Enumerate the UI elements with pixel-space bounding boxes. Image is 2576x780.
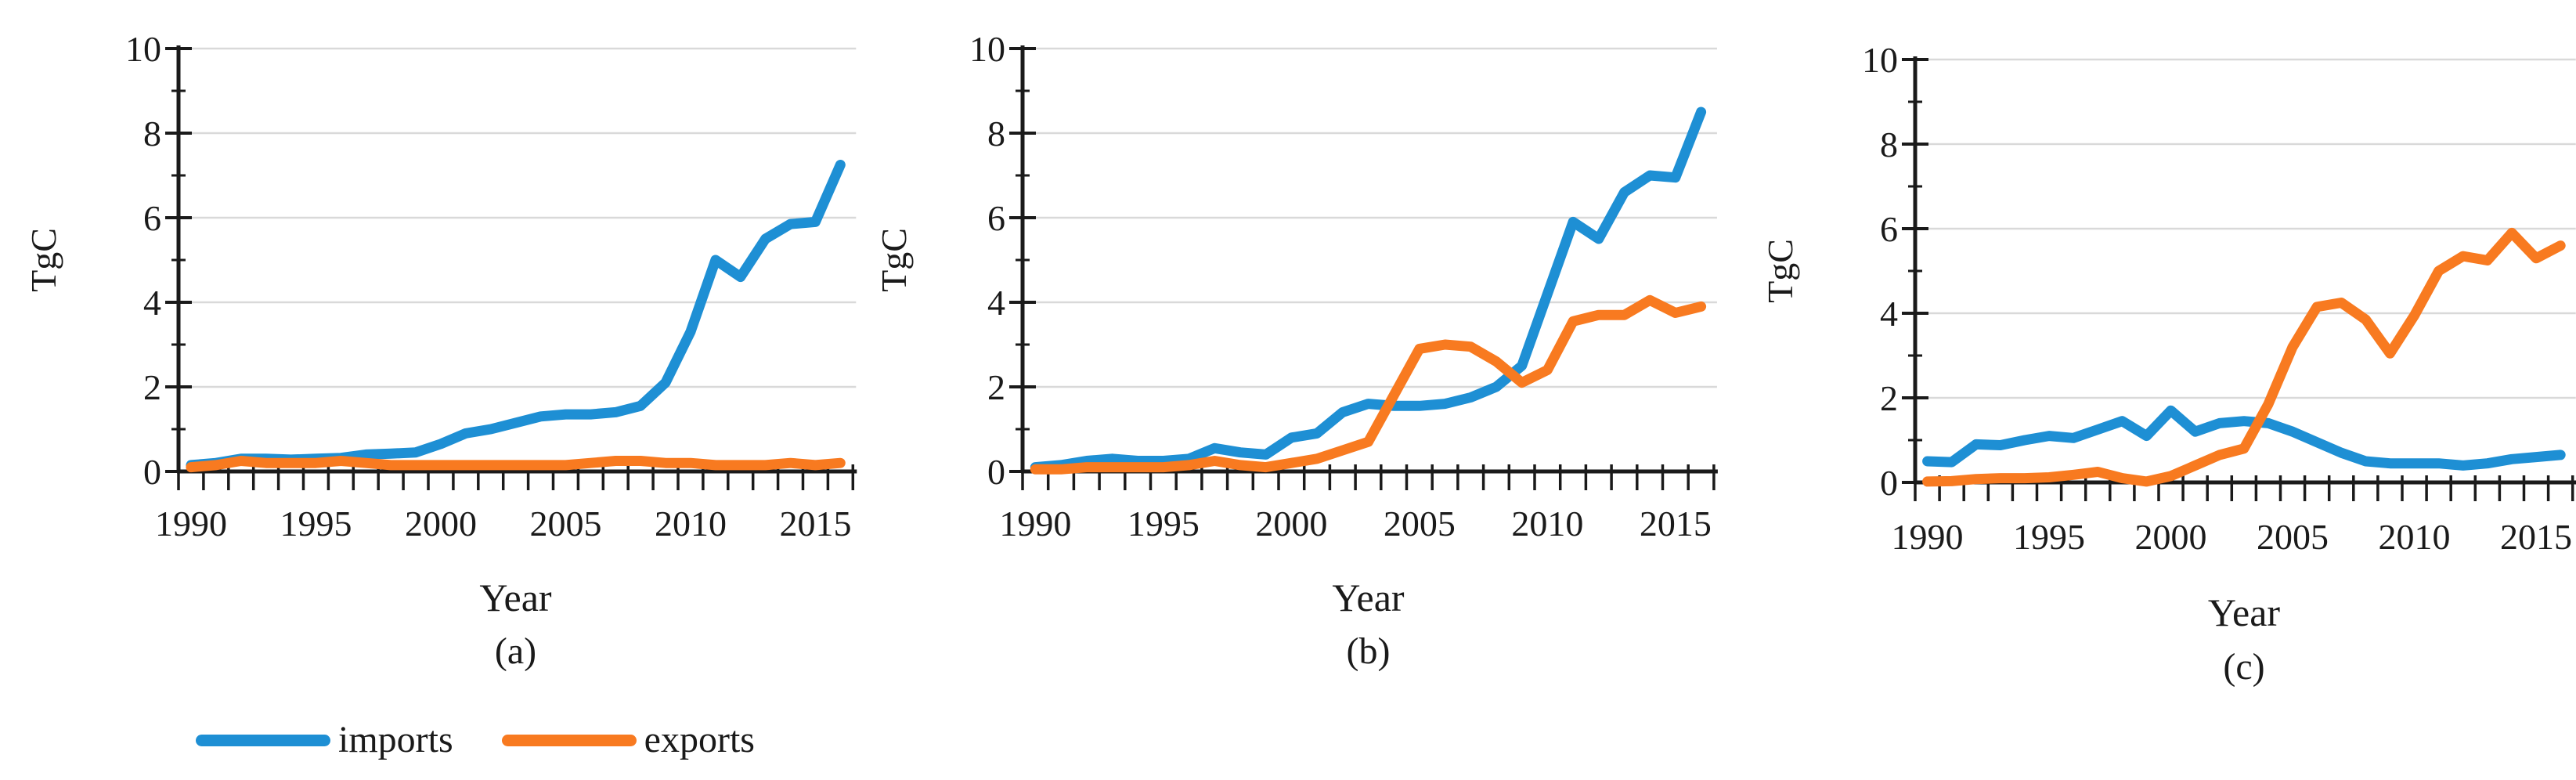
imports-line-swatch [196, 734, 330, 746]
svg-text:2010: 2010 [1511, 504, 1583, 543]
svg-text:2010: 2010 [2379, 517, 2451, 557]
x-axis-title-a: Year [479, 576, 552, 619]
svg-text:1990: 1990 [155, 504, 227, 543]
svg-text:1995: 1995 [1127, 504, 1200, 543]
y-axis-title-b: TgC [874, 228, 914, 292]
panel-caption-a: (a) [494, 630, 537, 672]
svg-text:2: 2 [143, 367, 161, 407]
svg-text:10: 10 [1862, 40, 1898, 80]
legend-item-exports: exports [501, 714, 755, 766]
svg-text:1995: 1995 [2013, 517, 2085, 557]
svg-text:2005: 2005 [1384, 504, 1456, 543]
svg-text:2015: 2015 [2500, 517, 2572, 557]
line-plot-c: 0 2 4 6 8 10 1990 1995 2000 2005 2010 2015 [1862, 40, 2576, 557]
svg-text:0: 0 [143, 452, 161, 492]
chart-panel-b: 0 2 4 6 8 10 1990 1995 2000 2005 2010 2015 TgC Year… [861, 0, 1723, 780]
svg-text:4: 4 [987, 283, 1005, 323]
svg-text:8: 8 [987, 114, 1005, 153]
svg-text:8: 8 [143, 114, 161, 153]
panel-caption-c: (c) [2223, 646, 2265, 688]
x-axis-title-b: Year [1332, 576, 1405, 619]
chart-panel-a: 0 2 4 6 8 10 1990 1995 2000 2005 2010 2015 TgC Year… [0, 0, 861, 780]
svg-text:2000: 2000 [1255, 504, 1327, 543]
y-axis-title-c: TgC [1760, 239, 1800, 303]
svg-text:1990: 1990 [1892, 517, 1964, 557]
legend-item-imports: imports [196, 714, 453, 766]
exports-line-swatch [501, 734, 637, 746]
line-plot-b: 0 2 4 6 8 10 1990 1995 2000 2005 2010 2015 [969, 29, 1718, 543]
chart-panel-c: 0 2 4 6 8 10 1990 1995 2000 2005 2010 2015 TgC Year… [1723, 0, 2576, 780]
x-axis-title-c: Year [2207, 590, 2281, 634]
svg-text:0: 0 [1880, 463, 1898, 503]
svg-text:0: 0 [987, 452, 1005, 492]
svg-text:10: 10 [125, 29, 161, 69]
svg-text:2: 2 [1880, 378, 1898, 418]
svg-text:2015: 2015 [779, 504, 851, 543]
y-axis-title-a: TgC [23, 228, 63, 292]
legend: imports exports [196, 714, 755, 766]
svg-text:1990: 1990 [999, 504, 1071, 543]
svg-text:2000: 2000 [2135, 517, 2207, 557]
svg-text:2000: 2000 [405, 504, 477, 543]
svg-text:2005: 2005 [529, 504, 601, 543]
svg-text:1995: 1995 [280, 504, 352, 543]
svg-text:6: 6 [1880, 209, 1898, 249]
svg-text:2015: 2015 [1640, 504, 1712, 543]
svg-text:10: 10 [969, 29, 1005, 69]
svg-text:2010: 2010 [655, 504, 727, 543]
panel-caption-b: (b) [1346, 630, 1391, 672]
legend-label-exports: exports [644, 719, 755, 760]
svg-text:8: 8 [1880, 125, 1898, 164]
svg-text:6: 6 [987, 198, 1005, 238]
svg-text:4: 4 [1880, 294, 1898, 334]
svg-text:4: 4 [143, 283, 161, 323]
svg-text:2: 2 [987, 367, 1005, 407]
svg-text:6: 6 [143, 198, 161, 238]
legend-label-imports: imports [338, 719, 453, 760]
svg-text:2005: 2005 [2257, 517, 2329, 557]
line-plot-a: 0 2 4 6 8 10 1990 1995 2000 2005 2010 2015 [125, 29, 857, 543]
